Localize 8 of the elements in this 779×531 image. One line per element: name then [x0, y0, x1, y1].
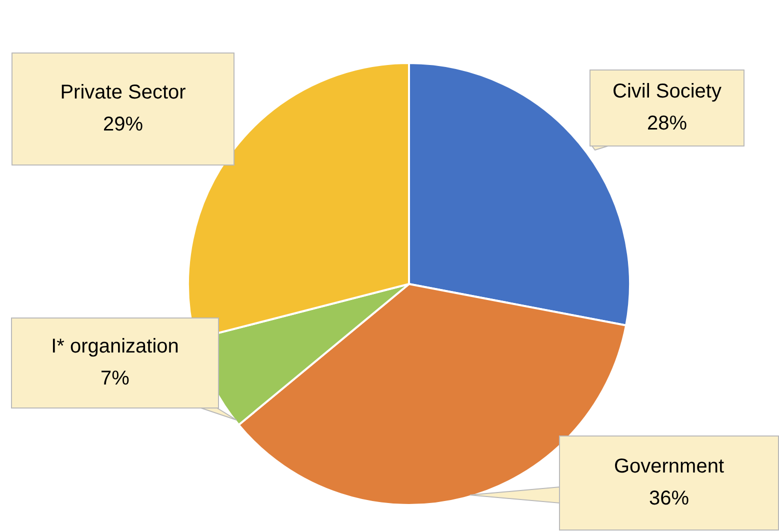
slice-label: Private Sector	[60, 82, 186, 104]
slice-label: I* organization	[51, 336, 179, 358]
data-label: 29%	[102, 114, 144, 136]
data-label: 36%	[648, 488, 690, 510]
data-label: 7%	[100, 368, 130, 390]
slice-label: Civil Society	[612, 80, 722, 103]
slice-label: Government	[614, 456, 724, 478]
data-label: 28%	[646, 112, 688, 135]
